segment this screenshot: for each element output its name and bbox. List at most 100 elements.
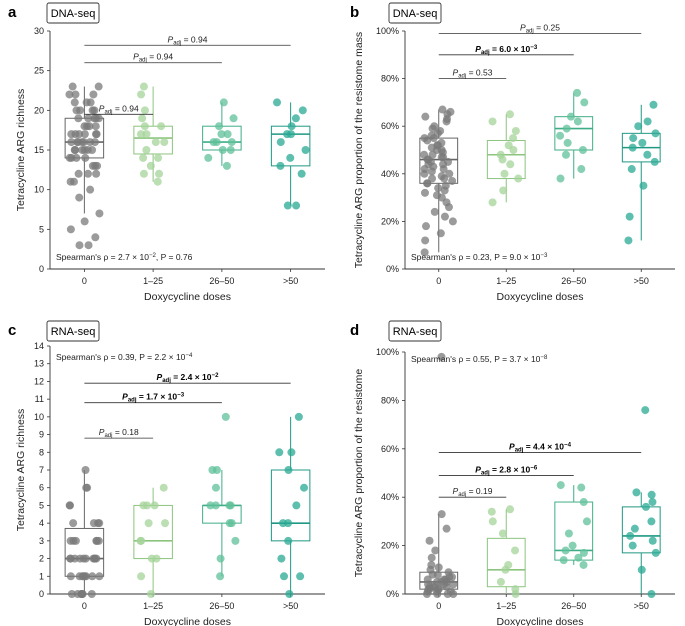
data-point bbox=[568, 541, 577, 550]
data-point bbox=[92, 554, 101, 563]
y-tick-label: 25 bbox=[34, 66, 44, 76]
assay-badge-label: DNA-seq bbox=[51, 8, 96, 20]
y-tick-label: 14 bbox=[34, 341, 44, 351]
data-point bbox=[74, 169, 83, 178]
comparison-label: Padj = 0.94 bbox=[168, 34, 208, 46]
data-point bbox=[556, 131, 565, 140]
data-point bbox=[511, 126, 520, 135]
data-point bbox=[69, 177, 78, 186]
data-point bbox=[161, 519, 170, 528]
data-point bbox=[151, 138, 160, 147]
data-point bbox=[420, 150, 429, 159]
data-point bbox=[434, 184, 443, 193]
data-point bbox=[67, 138, 76, 147]
x-tick-label: 1–25 bbox=[143, 276, 163, 286]
data-point bbox=[71, 90, 80, 99]
data-point bbox=[216, 554, 225, 563]
y-axis-label: Tetracycline ARG proportion of the resis… bbox=[353, 32, 365, 268]
data-point bbox=[559, 556, 568, 565]
data-point bbox=[65, 153, 74, 162]
panel-letter: c bbox=[8, 322, 16, 339]
data-point bbox=[624, 236, 633, 245]
data-point bbox=[627, 165, 636, 174]
data-point bbox=[641, 502, 650, 511]
data-point bbox=[218, 146, 227, 154]
data-point bbox=[579, 560, 588, 569]
data-point bbox=[82, 98, 91, 107]
data-point bbox=[78, 572, 87, 581]
data-point bbox=[430, 207, 439, 216]
data-point bbox=[89, 90, 98, 99]
data-point bbox=[95, 209, 104, 218]
data-point bbox=[139, 501, 148, 510]
data-point bbox=[298, 106, 307, 115]
data-point bbox=[648, 498, 657, 507]
y-tick-label: 7 bbox=[39, 465, 44, 475]
data-point bbox=[79, 138, 88, 147]
data-point bbox=[89, 519, 98, 528]
data-point bbox=[83, 169, 92, 178]
box-iqr bbox=[486, 537, 526, 588]
panel-b: b DNA-seq 0% 20% 40% 60% 80% 100% 0 1–25 26–50 >50 D… bbox=[350, 2, 675, 303]
data-point bbox=[69, 519, 78, 528]
data-point bbox=[75, 193, 84, 202]
data-point bbox=[438, 105, 447, 114]
data-point bbox=[650, 157, 659, 166]
data-point bbox=[427, 560, 436, 569]
y-tick-label: 10 bbox=[34, 185, 44, 195]
assay-badge bbox=[46, 320, 100, 342]
y-tick-label: 20% bbox=[381, 216, 399, 226]
data-point bbox=[504, 141, 513, 150]
data-point bbox=[88, 572, 97, 581]
data-point bbox=[142, 146, 151, 154]
data-point bbox=[211, 483, 220, 492]
data-point bbox=[626, 531, 635, 540]
y-tick-label: 20% bbox=[381, 541, 399, 551]
data-point bbox=[80, 122, 89, 131]
data-point bbox=[301, 146, 310, 154]
y-tick-label: 10 bbox=[34, 412, 44, 422]
data-point bbox=[223, 130, 232, 139]
data-point bbox=[449, 580, 458, 589]
data-point bbox=[651, 129, 660, 138]
data-point bbox=[74, 114, 83, 123]
data-point bbox=[578, 146, 587, 154]
y-axis-label: Tetracycline ARG richness bbox=[15, 89, 27, 212]
data-point bbox=[498, 529, 507, 538]
data-point bbox=[87, 590, 96, 598]
data-point bbox=[563, 138, 572, 147]
data-point bbox=[91, 122, 100, 131]
data-point bbox=[292, 501, 301, 510]
data-point bbox=[286, 153, 295, 162]
box-iqr bbox=[133, 504, 173, 560]
data-point bbox=[561, 150, 570, 159]
y-tick-label: 0% bbox=[386, 264, 399, 274]
comparison-label: Padj = 0.94 bbox=[99, 103, 139, 115]
data-point bbox=[648, 536, 657, 545]
data-point bbox=[146, 590, 155, 598]
data-point bbox=[634, 122, 643, 131]
data-point bbox=[628, 143, 637, 152]
data-point bbox=[84, 114, 93, 123]
data-point bbox=[630, 524, 639, 533]
data-point bbox=[506, 160, 515, 169]
data-point bbox=[155, 169, 164, 178]
data-point bbox=[142, 130, 151, 139]
y-tick-label: 80% bbox=[381, 74, 399, 84]
data-point bbox=[291, 114, 300, 123]
data-point bbox=[446, 107, 455, 116]
data-point bbox=[637, 565, 646, 574]
data-point bbox=[573, 117, 582, 126]
data-point bbox=[437, 510, 446, 519]
data-point bbox=[72, 106, 81, 115]
data-point bbox=[275, 448, 284, 457]
data-point bbox=[157, 122, 166, 131]
x-tick-label: 26–50 bbox=[561, 276, 586, 286]
data-point bbox=[138, 114, 147, 123]
data-point bbox=[221, 412, 230, 421]
y-tick-label: 1 bbox=[39, 571, 44, 581]
data-point bbox=[206, 501, 215, 510]
y-tick-label: 40% bbox=[381, 169, 399, 179]
data-point bbox=[566, 112, 575, 121]
x-tick-label: 26–50 bbox=[209, 601, 234, 611]
